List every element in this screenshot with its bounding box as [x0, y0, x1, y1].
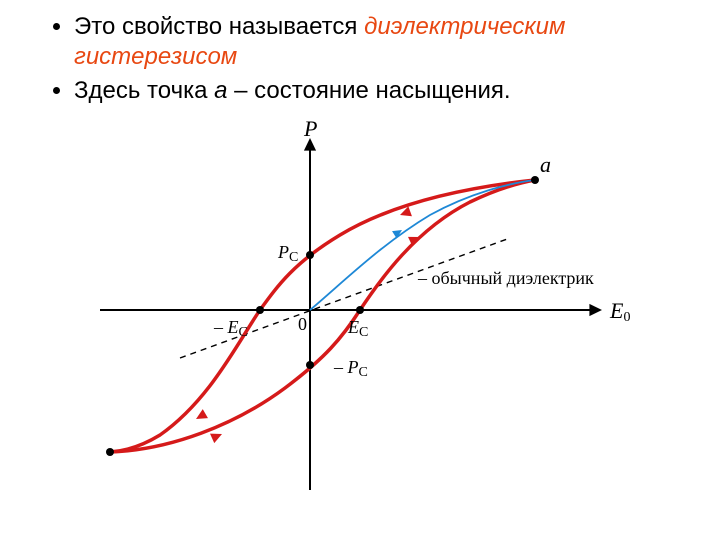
linear-dielectric-line [180, 238, 510, 358]
y-axis-label: P [303, 116, 317, 141]
bullet-1-prefix: Это свойство называется [74, 13, 364, 40]
hysteresis-upper [110, 180, 535, 452]
linear-dielectric-label: – обычный диэлектрик [417, 268, 594, 288]
point-pc-neg [306, 361, 314, 369]
point-a-dot [531, 176, 539, 184]
point-pc-pos [306, 251, 314, 259]
ec-pos-label: EC [347, 317, 368, 340]
bullet-2-prefix: Здесь точка [74, 77, 214, 104]
pc-pos-label: PC [277, 242, 298, 265]
x-axis-label: E0 [609, 298, 630, 325]
pc-neg-label: – PC [333, 357, 368, 380]
bullet-2-suffix: – состояние насыщения. [227, 77, 510, 104]
bullet-1: Это свойство называется диэлектрическим … [74, 12, 680, 72]
point-b-dot [106, 448, 114, 456]
hysteresis-figure: P E0 0 a EC – EC PC – PC – обычный диэлектрик [80, 110, 640, 510]
origin-label: 0 [298, 314, 307, 334]
point-a-label: a [540, 152, 551, 177]
point-ec-pos [356, 306, 364, 314]
bullet-2-point: а [214, 77, 227, 104]
bullet-2: Здесь точка а – состояние насыщения. [74, 76, 680, 106]
ec-neg-label: – EC [213, 317, 248, 340]
hysteresis-lower [110, 180, 535, 452]
point-ec-neg [256, 306, 264, 314]
